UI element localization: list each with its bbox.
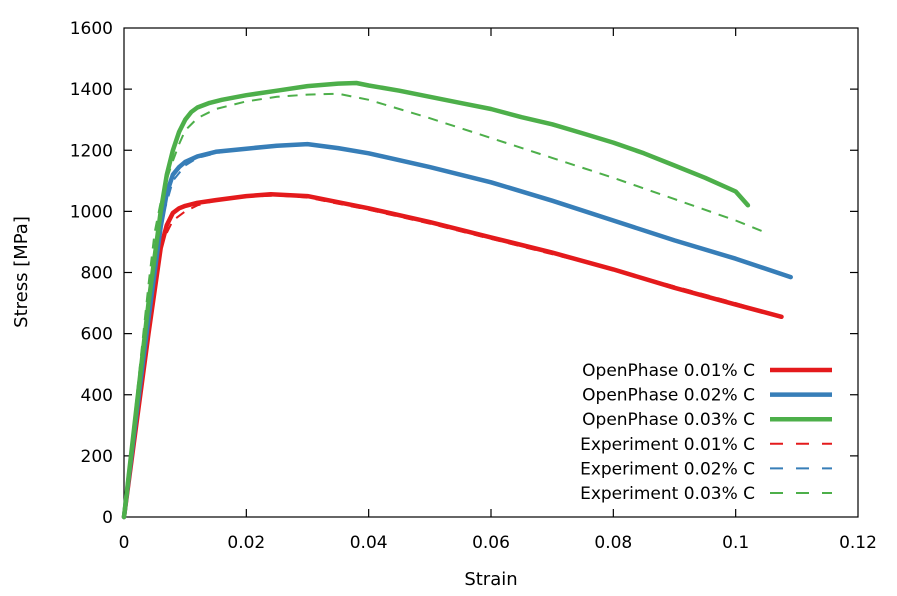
y-tick-label: 0 [102,508,113,528]
series-line-openphase-0-01-c [121,192,784,520]
series-line-openphase-0-02-c [121,141,793,520]
x-tick-label: 0.02 [227,533,265,553]
x-axis-title: Strain [464,569,517,590]
x-tick-label: 0.12 [839,533,877,553]
y-tick-label: 1600 [70,19,113,39]
legend-label: OpenPhase 0.02% C [582,386,755,406]
x-tick-label: 0.1 [722,533,749,553]
x-tick-label: 0.08 [594,533,632,553]
legend-label: Experiment 0.03% C [580,484,755,504]
legend-label: Experiment 0.01% C [580,435,755,455]
legend-label: Experiment 0.02% C [580,459,755,479]
x-tick-label: 0.06 [472,533,510,553]
axis-ticks [124,28,858,517]
series-line-openphase-0-03-c [121,80,751,520]
y-tick-label: 1400 [70,80,113,100]
y-tick-label: 800 [81,264,113,284]
legend-label: OpenPhase 0.01% C [582,361,755,381]
y-tick-label: 1000 [70,202,113,222]
y-tick-label: 400 [81,386,113,406]
y-tick-label: 200 [81,447,113,467]
legend: OpenPhase 0.01% C OpenPhase 0.02% C OpenPh… [580,361,832,504]
x-tick-label: 0.04 [350,533,388,553]
x-tick-label: 0 [119,533,130,553]
axis-tick-labels: 0 0.02 0.04 0.06 0.08 0.1 0.12 0 200 400 600 800 100… [70,19,877,553]
y-tick-label: 600 [81,325,113,345]
series-layer [121,80,793,520]
legend-label: OpenPhase 0.03% C [582,410,755,430]
y-tick-label: 1200 [70,141,113,161]
y-axis-title: Stress [MPa] [11,216,32,328]
